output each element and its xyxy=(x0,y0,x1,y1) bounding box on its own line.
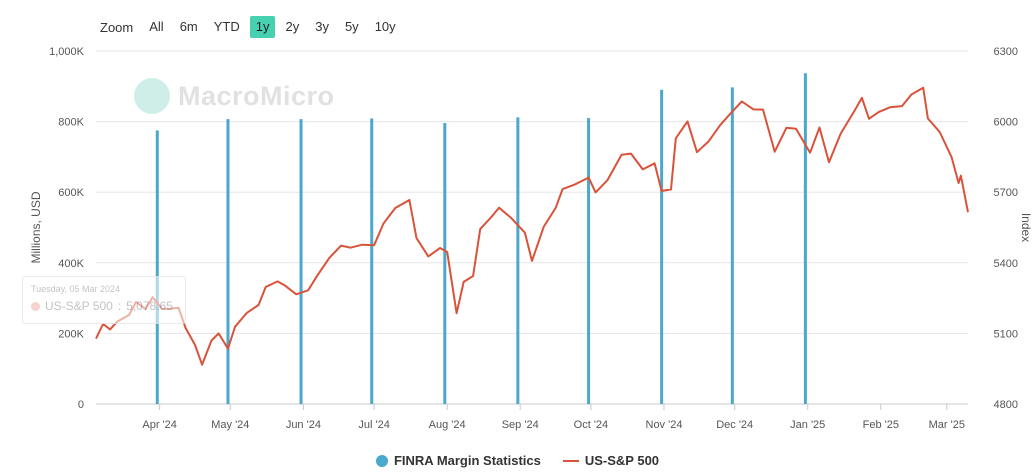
finra-bar xyxy=(155,130,159,405)
legend: FINRA Margin Statistics US-S&P 500 xyxy=(0,453,1035,468)
zoom-button-2y[interactable]: 2y xyxy=(285,19,300,34)
y2-tick-label: 6300 xyxy=(994,46,1018,58)
legend-line-icon xyxy=(562,459,579,462)
zoom-button-3y[interactable]: 3y xyxy=(315,19,329,34)
x-tick-label: Feb '25 xyxy=(863,419,899,431)
watermark: MacroMicro xyxy=(134,78,335,114)
tooltip-value: 5,078.65 xyxy=(126,299,173,313)
finra-bar xyxy=(803,73,807,404)
zoom-bar: Zoom All 6m YTD 1y 2y 3y 5y 10y xyxy=(100,16,406,38)
y-tick-label: 400K xyxy=(58,258,84,270)
zoom-button-5y[interactable]: 5y xyxy=(344,19,359,34)
y2-tick-label: 5700 xyxy=(994,187,1018,199)
y-axis-title: Millions, USD xyxy=(29,191,43,263)
y2-axis-title: Index xyxy=(1019,213,1033,242)
finra-bar xyxy=(299,119,303,404)
zoom-label: Zoom xyxy=(100,19,134,35)
zoom-button-1y[interactable]: 1y xyxy=(249,16,276,38)
zoom-button-all[interactable]: All xyxy=(149,19,164,34)
x-tick-label: Aug '24 xyxy=(429,419,466,431)
finra-bar xyxy=(730,87,734,404)
zoom-button-6m[interactable]: 6m xyxy=(179,19,198,34)
legend-label-sp500: US-S&P 500 xyxy=(584,453,660,468)
chart-canvas[interactable]: 0 200K 400K 600K 800K 1,000K 4800 5100 5400 5700 6… xyxy=(0,0,1035,450)
sp500-line xyxy=(95,86,969,366)
x-tick-label: Apr '24 xyxy=(142,419,177,431)
zoom-button-10y[interactable]: 10y xyxy=(374,19,396,34)
finra-bar xyxy=(660,89,664,404)
tooltip-row: US-S&P 500: 5,078.65 xyxy=(31,299,173,313)
tooltip-series: US-S&P 500 xyxy=(45,299,113,313)
y2-tick-label: 5400 xyxy=(994,258,1018,270)
legend-item-finra[interactable]: FINRA Margin Statistics xyxy=(375,453,541,468)
legend-dot-icon xyxy=(375,454,388,467)
y-tick-label: 600K xyxy=(58,187,84,199)
x-tick-label: Sep '24 xyxy=(502,419,539,431)
watermark-logo-icon xyxy=(134,78,170,114)
legend-label-finra: FINRA Margin Statistics xyxy=(393,453,541,468)
tooltip: Tuesday, 05 Mar 2024 US-S&P 500: 5,078.6… xyxy=(22,276,186,324)
x-tick-label: May '24 xyxy=(211,419,249,431)
finra-bar xyxy=(516,117,520,404)
zoom-button-ytd[interactable]: YTD xyxy=(213,19,240,34)
x-tick-label: Mar '25 xyxy=(929,419,965,431)
x-tick-label: Nov '24 xyxy=(646,419,683,431)
watermark-text: MacroMicro xyxy=(178,80,335,111)
y-tick-label: 200K xyxy=(58,328,84,340)
tooltip-dot-icon xyxy=(31,301,40,311)
finra-bar xyxy=(226,119,230,404)
x-tick-label: Dec '24 xyxy=(716,419,753,431)
finra-bar xyxy=(443,123,447,405)
y-tick-label: 800K xyxy=(58,117,84,129)
x-tick-label: Oct '24 xyxy=(574,419,609,431)
legend-item-sp500[interactable]: US-S&P 500 xyxy=(562,453,660,468)
x-tick-label: Jul '24 xyxy=(358,419,389,431)
x-tick-label: Jan '25 xyxy=(790,419,825,431)
tooltip-date: Tuesday, 05 Mar 2024 xyxy=(31,284,121,294)
x-tick-label: Jun '24 xyxy=(286,419,321,431)
y2-tick-label: 5100 xyxy=(994,328,1018,340)
y2-tick-label: 6000 xyxy=(994,117,1018,129)
finra-bar xyxy=(587,118,591,404)
y-tick-label: 1,000K xyxy=(49,46,85,58)
finra-bar xyxy=(370,118,374,404)
y-tick-label: 0 xyxy=(78,399,84,411)
y2-tick-label: 4800 xyxy=(994,399,1018,411)
